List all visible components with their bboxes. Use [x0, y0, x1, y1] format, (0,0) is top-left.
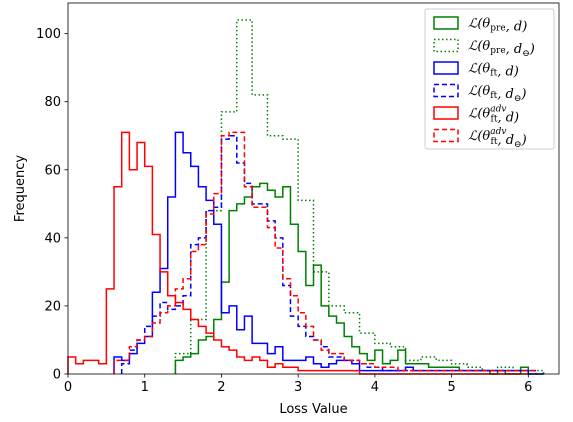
series-line-1	[174, 182, 544, 375]
y-tick-label: 100	[36, 27, 61, 42]
y-tick-label: 40	[44, 231, 61, 246]
legend: ℒ(θpre, d) ℒ(θpre, d⊖) ℒ(θft, d) ℒ(θft, d⊖)…	[424, 8, 555, 150]
x-tick-label: 1	[141, 380, 149, 395]
x-tick-label: 5	[447, 380, 455, 395]
x-tick-label: 6	[524, 380, 532, 395]
legend-label-6: ℒ(θadv ft, d⊖)	[468, 127, 527, 150]
series-line-3	[113, 131, 544, 375]
legend-swatch-4	[433, 83, 459, 98]
legend-label-4: ℒ(θft, d⊖)	[468, 84, 526, 104]
x-tick-label: 3	[294, 380, 302, 395]
legend-swatch-5	[433, 106, 459, 120]
legend-swatch-6	[433, 128, 459, 143]
legend-label-1: ℒ(θpre, d)	[468, 17, 527, 35]
x-axis-label: Loss Value	[279, 402, 347, 417]
axes-frame	[67, 2, 560, 375]
x-tick-label: 2	[217, 380, 225, 395]
legend-label-5: ℒ(θadv ft, d)	[468, 105, 519, 126]
legend-label-3: ℒ(θft, d)	[468, 62, 519, 80]
y-tick-label: 20	[44, 299, 61, 314]
y-tick-label: 0	[53, 368, 61, 383]
y-axis-label: Frequency	[13, 155, 28, 222]
legend-swatch-3	[433, 61, 459, 75]
y-tick-label: 60	[44, 163, 61, 178]
legend-swatch-2	[433, 38, 459, 53]
y-tick-label: 80	[44, 95, 61, 110]
x-tick-label: 0	[64, 380, 72, 395]
series-line-4	[120, 134, 537, 374]
legend-swatch-1	[433, 16, 459, 30]
x-tick-label: 4	[371, 380, 379, 395]
legend-label-2: ℒ(θpre, d⊖)	[468, 39, 535, 59]
series-line-6	[113, 131, 537, 374]
